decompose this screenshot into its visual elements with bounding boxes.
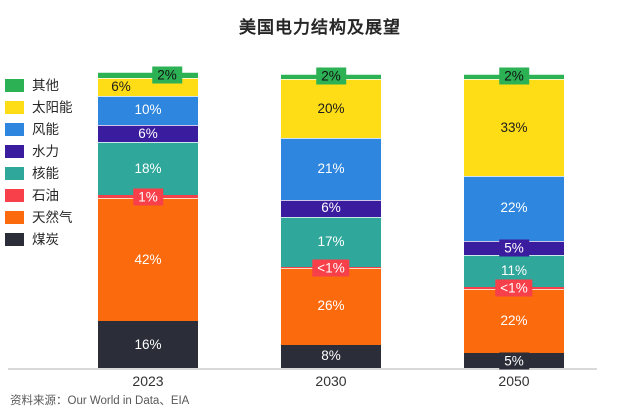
segment-label: 26% (317, 298, 345, 314)
legend-item: 核能 (5, 167, 73, 180)
legend-label: 石油 (32, 188, 59, 203)
x-axis-label: 2030 (315, 373, 347, 389)
bar-segment: 16% (98, 321, 198, 368)
source-note: 资料来源：Our World in Data、EIA (10, 395, 190, 407)
legend-swatch (5, 167, 24, 180)
segment-label: 33% (500, 119, 528, 135)
segment-label-badge: 5% (499, 239, 529, 257)
segment-label-badge: 2% (316, 67, 346, 85)
legend-item: 天然气 (5, 211, 73, 224)
bar-segment: 18% (98, 142, 198, 196)
chart-title: 美国电力结构及展望 (239, 18, 401, 37)
legend-swatch (5, 211, 24, 224)
bar-segment: 22% (464, 176, 564, 241)
segment-label: 11% (500, 263, 528, 279)
legend-label: 水力 (32, 144, 59, 159)
segment-label: 20% (317, 100, 345, 116)
segment-label: 21% (317, 160, 345, 176)
bar-segment: 6% (98, 77, 198, 96)
legend-item: 煤炭 (5, 233, 73, 246)
bar-segment (98, 72, 198, 78)
bar-segment: 26% (281, 268, 381, 345)
legend-swatch (5, 123, 24, 136)
bar-segment: 33% (464, 79, 564, 177)
legend-item: 其他 (5, 79, 73, 92)
segment-label-badge: 2% (152, 66, 182, 84)
legend-label: 其他 (32, 78, 59, 93)
segment-label: 6% (111, 78, 131, 94)
segment-label: 6% (138, 125, 158, 141)
bar-segment: 42% (98, 198, 198, 322)
legend-swatch (5, 233, 24, 246)
bar-segment: 8% (281, 344, 381, 368)
segment-label-badge: <1% (495, 279, 533, 297)
legend-item: 水力 (5, 145, 73, 158)
bar-segment: 6% (98, 124, 198, 143)
segment-label-badge: <1% (312, 259, 350, 277)
segment-label: 42% (134, 251, 162, 267)
x-axis-line (8, 368, 597, 370)
legend-item: 石油 (5, 189, 73, 202)
segment-label: 22% (500, 313, 528, 329)
legend: 其他太阳能风能水力核能石油天然气煤炭 (5, 79, 73, 255)
bar-segment: 20% (281, 79, 381, 138)
x-axis-label: 2023 (132, 373, 164, 389)
legend-label: 风能 (32, 122, 59, 137)
bar-segment: 17% (281, 217, 381, 267)
bar-segment: 22% (464, 288, 564, 354)
segment-label: 8% (321, 348, 341, 364)
legend-item: 风能 (5, 123, 73, 136)
legend-label: 煤炭 (32, 232, 59, 247)
segment-label: 16% (134, 336, 162, 352)
segment-label: 18% (134, 160, 162, 176)
segment-label: 10% (134, 102, 162, 118)
bar-segment: 6% (281, 199, 381, 218)
segment-label: 17% (317, 233, 345, 249)
legend-label: 天然气 (32, 210, 73, 225)
segment-label-badge: 1% (133, 188, 163, 206)
bar-segment: 21% (281, 137, 381, 200)
bar-segment: 10% (98, 95, 198, 125)
segment-label: 6% (321, 200, 341, 216)
legend-label: 核能 (32, 166, 59, 181)
legend-swatch (5, 189, 24, 202)
legend-swatch (5, 145, 24, 158)
segment-label: 22% (500, 200, 528, 216)
legend-label: 太阳能 (32, 100, 73, 115)
segment-label-badge: 5% (499, 352, 529, 370)
segment-label-badge: 2% (499, 67, 529, 85)
legend-swatch (5, 101, 24, 114)
legend-item: 太阳能 (5, 101, 73, 114)
legend-swatch (5, 79, 24, 92)
x-axis-label: 2050 (498, 373, 530, 389)
